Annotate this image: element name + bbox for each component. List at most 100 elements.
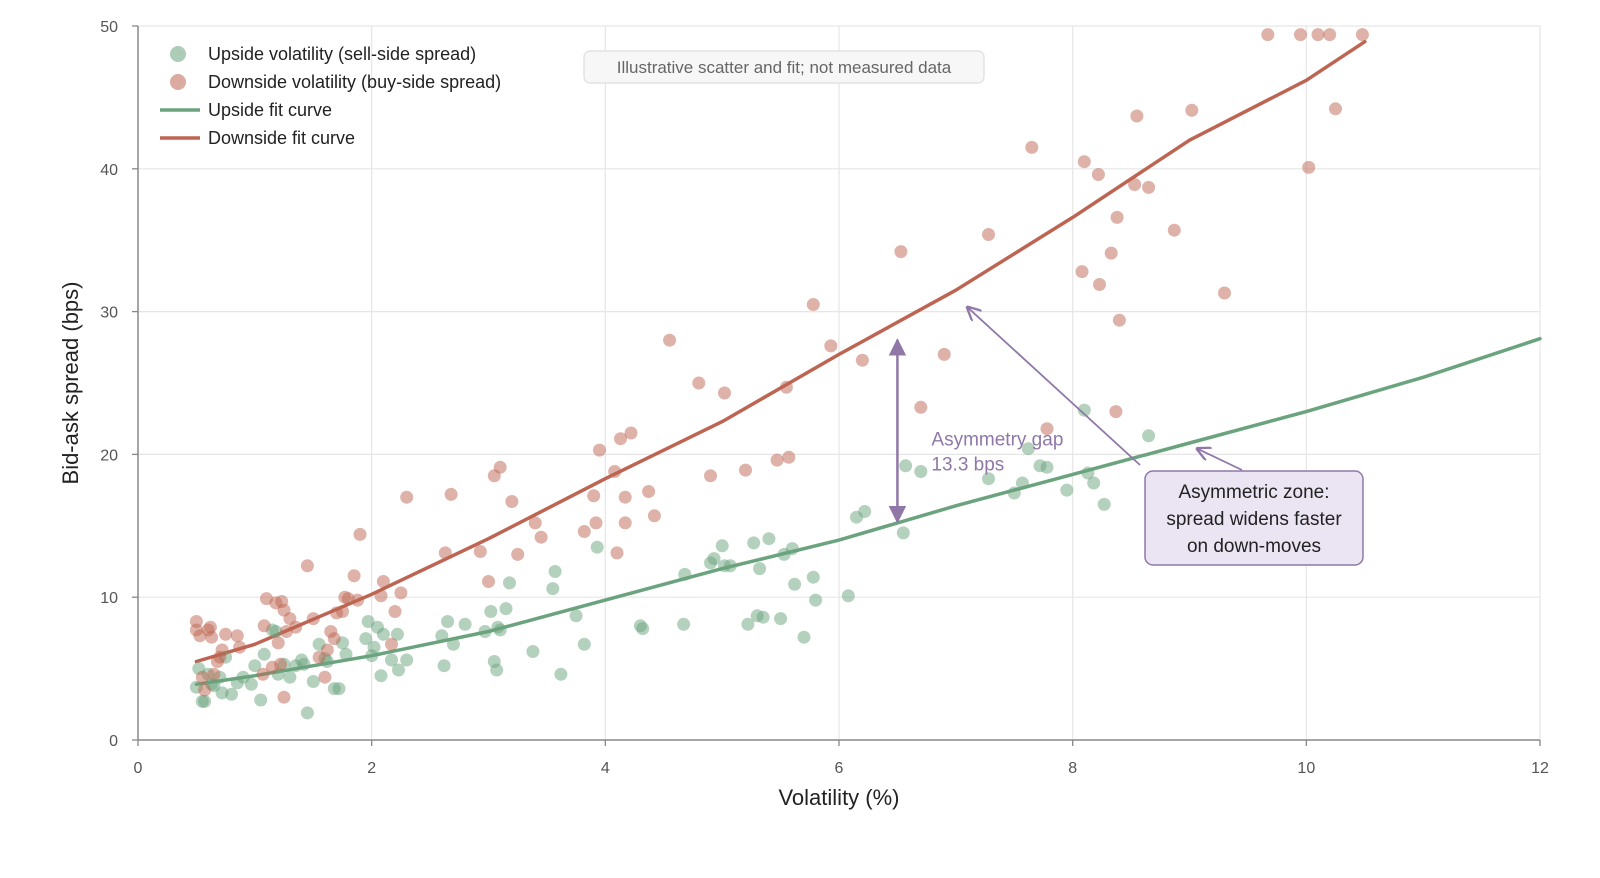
downside-point [937, 347, 951, 361]
downside-point [388, 605, 402, 618]
upside-point [283, 670, 297, 684]
downside-point [824, 339, 838, 353]
downside-point [1218, 286, 1231, 300]
upside-point [484, 605, 498, 618]
downside-point [385, 637, 398, 651]
y-tick-label: 0 [109, 733, 118, 750]
downside-point [374, 589, 388, 603]
upside-point [785, 542, 799, 556]
downside-point [327, 632, 341, 646]
downside-point [1261, 28, 1275, 42]
upside-point [715, 539, 729, 553]
upside-point [577, 637, 591, 651]
upside-point [359, 632, 373, 646]
downside-point [394, 586, 408, 600]
downside-point [614, 432, 627, 446]
downside-point [855, 353, 869, 367]
upside-point [723, 559, 737, 573]
callout-arrow-downside [968, 307, 1141, 466]
upside-point [546, 582, 560, 596]
downside-point [1294, 28, 1307, 42]
note-box [583, 50, 985, 84]
upside-point [490, 663, 504, 677]
downside-point [207, 667, 221, 681]
downside-point [1302, 160, 1316, 174]
downside-point [482, 575, 495, 588]
upside-point [390, 627, 404, 641]
downside-point [274, 657, 287, 671]
legend-marker [170, 74, 186, 90]
downside-point [198, 683, 212, 697]
upside-point [446, 637, 460, 651]
upside-point [707, 552, 721, 566]
upside-point [1021, 442, 1035, 456]
upside-point [306, 675, 320, 688]
upside-point [244, 677, 258, 691]
downside-point [233, 640, 247, 654]
downside-point [400, 490, 414, 504]
upside-point [269, 625, 283, 638]
legend-label: Downside fit curve [208, 128, 355, 148]
downside-point [493, 460, 507, 474]
downside-point [704, 469, 717, 483]
downside-point [739, 463, 752, 477]
callout-line: on down-moves [1187, 536, 1321, 557]
downside-point [1130, 109, 1144, 123]
scatter-points [189, 28, 1369, 720]
upside-point [254, 693, 268, 707]
chart-note: Illustrative scatter and fit; not measur… [617, 58, 952, 77]
upside-point [441, 615, 455, 628]
downside-point [894, 245, 908, 259]
downside-point [534, 530, 548, 544]
x-tick-label: 8 [1068, 760, 1077, 777]
downside-point [770, 453, 784, 467]
upside-point [1077, 403, 1091, 417]
downside-point [647, 509, 661, 523]
upside-point [806, 570, 820, 584]
upside-point [503, 576, 516, 590]
y-tick-label: 10 [100, 590, 118, 607]
upside-point [747, 536, 761, 550]
upside-point [376, 627, 390, 641]
y-tick-label: 40 [100, 162, 118, 179]
downside-point [914, 400, 928, 414]
upside-point [982, 472, 995, 486]
upside-point [257, 647, 271, 661]
upside-point [756, 610, 770, 624]
downside-point [718, 386, 731, 400]
upside-point [300, 706, 314, 720]
upside-point [361, 615, 375, 628]
downside-point [618, 516, 632, 530]
downside-point [289, 620, 303, 634]
upside-point [554, 667, 568, 681]
callout-arrow-upside [1197, 449, 1243, 471]
upside-point [499, 602, 513, 616]
downside-point [577, 525, 591, 538]
upside-point [741, 617, 755, 631]
downside-point [1093, 278, 1106, 291]
upside-point [478, 625, 492, 638]
downside-point [353, 527, 367, 541]
downside-point [1091, 168, 1105, 181]
downside-point [1128, 178, 1142, 191]
x-tick-label: 12 [1531, 760, 1549, 777]
upside-point [367, 640, 381, 654]
downside-point [257, 619, 271, 633]
legend-label: Upside volatility (sell-side spread) [208, 44, 476, 64]
downside-point [1025, 140, 1039, 154]
upside-point [753, 562, 767, 576]
upside-point [841, 589, 855, 603]
upside-point [248, 659, 262, 673]
downside-point [505, 495, 519, 508]
y-tick-label: 30 [100, 305, 118, 322]
y-tick-label: 20 [100, 447, 118, 464]
upside-point [809, 593, 823, 607]
callout-line: Asymmetric zone: [1179, 482, 1330, 503]
annotations: Asymmetry gap 13.3 bps Asymmetric zone: … [888, 307, 1364, 566]
upside-point [1081, 466, 1095, 480]
downside-point [215, 643, 229, 657]
downside-point [219, 627, 233, 641]
downside-point [1112, 313, 1126, 327]
upside-point [374, 669, 388, 683]
